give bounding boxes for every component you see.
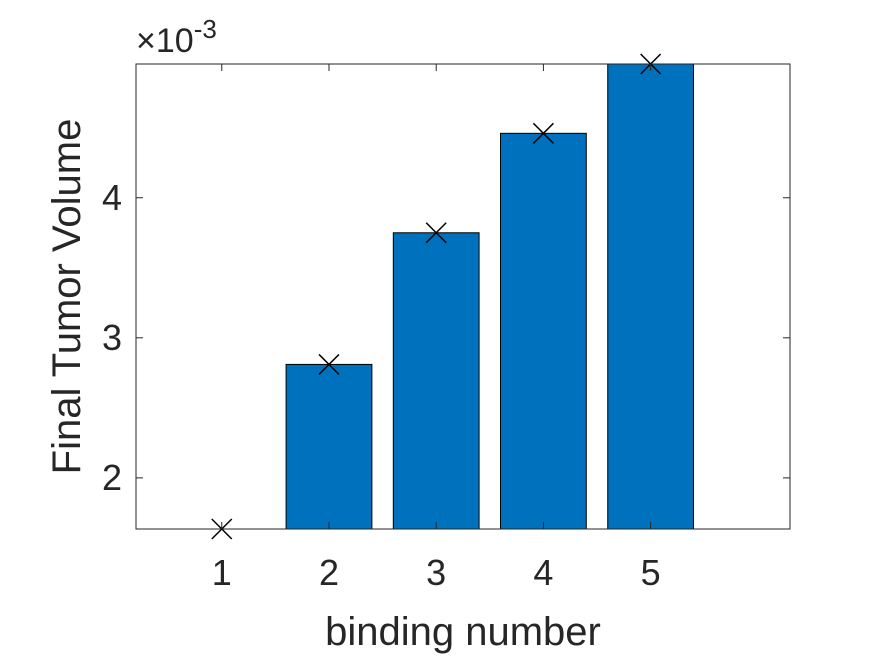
x-tick-label-4: 4 — [533, 552, 553, 593]
y-tick-label-2: 2 — [102, 457, 122, 498]
bar-3 — [392, 232, 480, 530]
y-exponent-prefix: ×10 — [136, 22, 194, 60]
x-tick-label-5: 5 — [641, 552, 661, 593]
x-tick-labels: 1 2 3 4 5 — [212, 552, 661, 593]
x-tick-label-3: 3 — [426, 552, 446, 593]
x-tick-label-1: 1 — [212, 552, 232, 593]
marker-2 — [318, 353, 340, 375]
bar-4 — [500, 132, 587, 530]
y-axis-title: Final Tumor Volume — [45, 119, 89, 475]
ticks — [136, 64, 790, 529]
y-axis-exponent: ×10-3 — [136, 14, 217, 60]
marker-3 — [425, 222, 447, 244]
x-tick-label-2: 2 — [319, 552, 339, 593]
y-exponent-power: -3 — [194, 14, 217, 44]
y-tick-label-3: 3 — [102, 317, 122, 358]
bar-2 — [285, 363, 373, 530]
bars — [285, 63, 695, 530]
y-tick-label-4: 4 — [102, 177, 122, 218]
marker-4 — [532, 122, 554, 144]
axes-box — [135, 63, 791, 530]
x-axis-title: binding number — [325, 610, 601, 654]
bar-5 — [607, 63, 695, 530]
y-tick-labels: 2 3 4 — [102, 177, 122, 498]
